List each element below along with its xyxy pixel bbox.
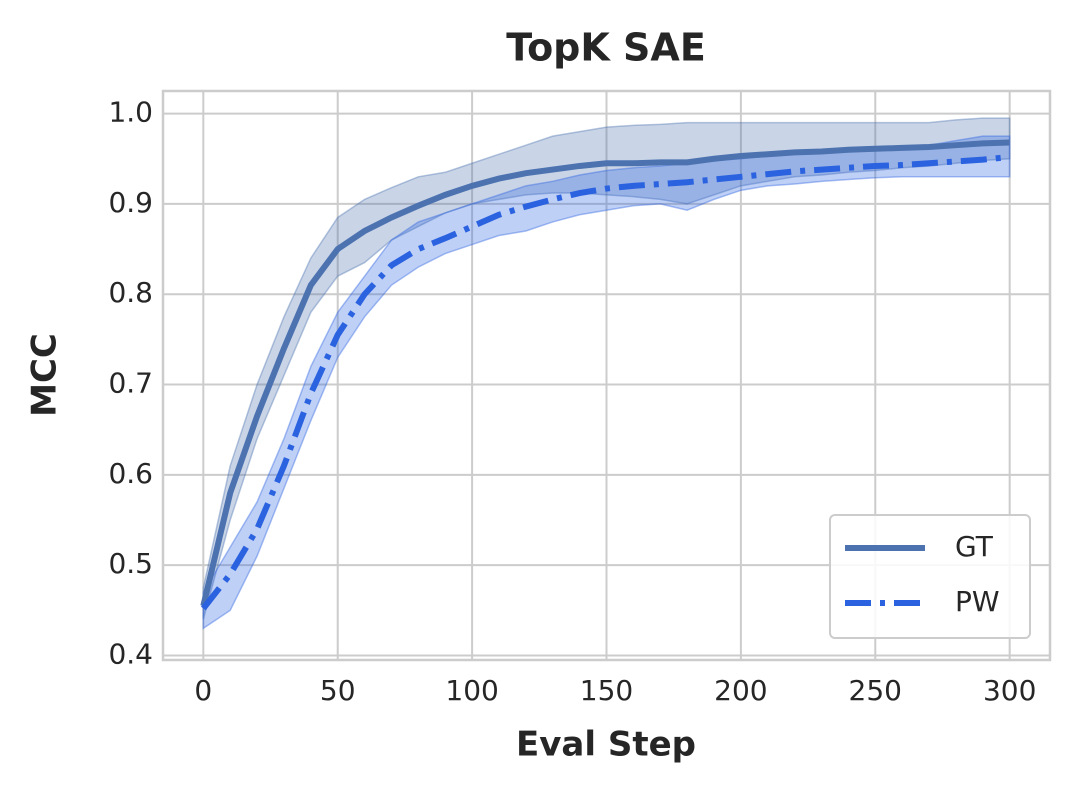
y-tick-label: 0.5 [108,547,153,580]
x-tick-label: 0 [194,674,212,707]
x-tick-label: 200 [714,674,767,707]
confidence-band [202,117,1011,620]
x-tick-label: 100 [445,674,498,707]
y-tick-label: 0.6 [108,457,153,490]
line [200,153,1010,611]
x-tick-label: 250 [849,674,902,707]
legend-label: PW [955,585,1000,618]
x-tick-label: 50 [320,674,356,707]
x-tick-label: 300 [983,674,1036,707]
y-tick-label: 0.9 [108,186,153,219]
y-tick-label: 0.8 [108,276,153,309]
y-tick-label: 1.0 [108,96,153,129]
x-axis-label: Eval Step [516,725,696,765]
plot-frame [161,89,1052,662]
line [200,139,1010,607]
y-tick-label: 0.7 [108,367,153,400]
y-axis-label: MCC [25,333,65,417]
chart-title: TopK SAE [506,26,706,70]
y-tick-label: 0.4 [108,637,153,670]
legend-box [829,514,1031,639]
x-tick-label: 150 [580,674,633,707]
legend-label: GT [955,530,994,563]
